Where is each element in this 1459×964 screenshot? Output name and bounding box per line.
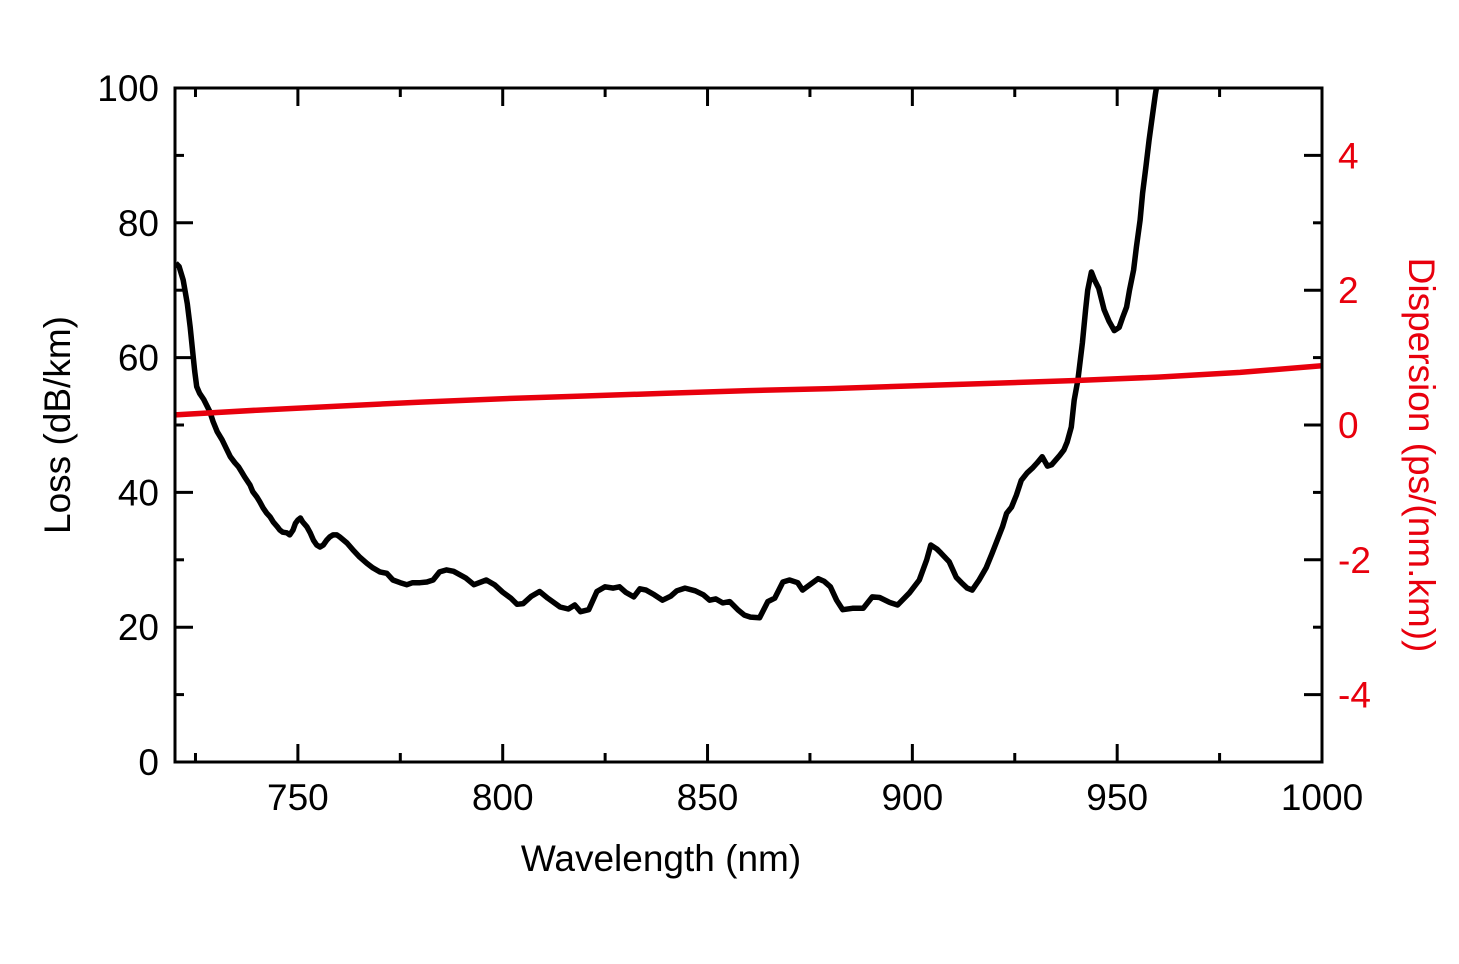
x-tick-label: 1000	[1281, 777, 1363, 818]
ticks	[175, 86, 1324, 764]
x-tick-label: 950	[1086, 777, 1148, 818]
y-left-tick-label: 0	[138, 742, 159, 783]
x-tick-label: 900	[881, 777, 943, 818]
y-axis-title-left: Loss (dB/km)	[37, 316, 78, 534]
y-right-tick-label: 0	[1338, 405, 1359, 446]
y-left-tick-label: 20	[118, 607, 159, 648]
tick-labels: 750 800 850 900 950 1000 0 20 40 60 80 100 -4 -2 0 2 4	[97, 68, 1371, 818]
y-right-tick-label: 2	[1338, 270, 1359, 311]
y-right-tick-label: -2	[1338, 540, 1371, 581]
dispersion-curve	[175, 362, 1322, 418]
y-left-tick-label: 60	[118, 338, 159, 379]
y-left-tick-label: 80	[118, 203, 159, 244]
y-right-tick-label: -4	[1338, 675, 1371, 716]
x-tick-label: 750	[267, 777, 329, 818]
loss-curve	[175, 88, 1160, 621]
plot-frame	[173, 86, 1324, 764]
y-left-tick-label: 40	[118, 472, 159, 513]
y-right-tick-label: 4	[1338, 135, 1359, 176]
y-left-tick-label: 100	[97, 68, 159, 109]
x-axis-title: Wavelength (nm)	[520, 838, 802, 879]
y-axis-title-right: Dispersion (ps/(nm.km))	[1401, 257, 1442, 653]
x-tick-label: 800	[472, 777, 534, 818]
x-tick-label: 850	[677, 777, 739, 818]
